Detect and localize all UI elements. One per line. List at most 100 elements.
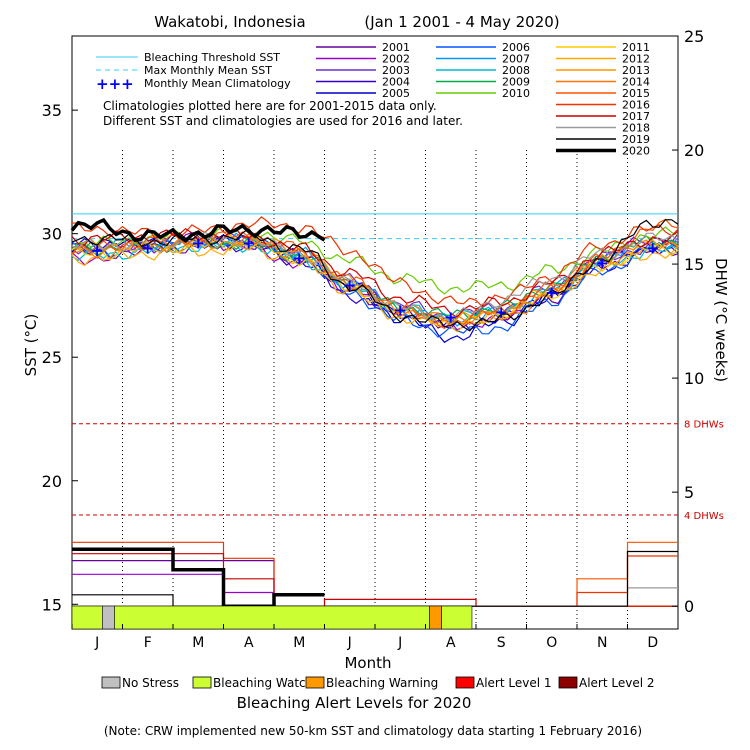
y-axis-left-title: SST (°C): [22, 314, 40, 377]
alert-legend-label: Bleaching Warning: [326, 676, 438, 690]
legend-climatology-label: Monthly Mean Climatology: [144, 77, 291, 90]
climatology-note-1: Climatologies plotted here are for 2001-…: [103, 99, 437, 113]
x-tick-label: A: [244, 635, 254, 651]
reference-legend: Bleaching Threshold SST Max Monthly Mean…: [96, 51, 291, 93]
year-legend-label-2001: 2001: [382, 41, 410, 54]
year-legend-label-2019: 2019: [622, 133, 650, 146]
dhw-threshold-label: 8 DHWs: [684, 420, 724, 431]
dhw-threshold-label: 4 DHWs: [684, 511, 724, 522]
y-left-tick-label: 30: [42, 225, 62, 244]
year-legend-label-2003: 2003: [382, 64, 410, 77]
climatology-marker: +: [141, 238, 154, 257]
x-tick-label: S: [497, 635, 506, 651]
alert-band: [71, 605, 473, 630]
x-tick-label: A: [446, 635, 456, 651]
sst-line-2020: [70, 217, 326, 244]
climatology-marker: +: [242, 234, 255, 253]
chart-title: Wakatobi, Indonesia: [154, 13, 306, 31]
sst-line-2018: [71, 231, 679, 322]
year-legend-label-2011: 2011: [622, 41, 650, 54]
alert-band-segment: [114, 605, 430, 630]
climatology-marker: +: [444, 308, 457, 327]
year-legend-label-2007: 2007: [502, 53, 530, 66]
alert-band-segment: [429, 605, 442, 630]
climatology-marker: +: [343, 276, 356, 295]
legend-threshold-label: Bleaching Threshold SST: [144, 51, 280, 64]
y-right-tick-label: 5: [684, 483, 694, 502]
alert-legend-swatch: [305, 676, 325, 689]
climatology-marker: +: [91, 241, 104, 260]
year-legend-label-2004: 2004: [382, 76, 410, 89]
year-legend-label-2006: 2006: [502, 41, 530, 54]
x-tick-label: J: [347, 635, 352, 651]
y-left-tick-label: 25: [42, 348, 62, 367]
year-legend-label-2014: 2014: [622, 76, 650, 89]
axes: 15 20 25 30 35 0 5 10 15 20 25 J F M A M J J A S O N D: [42, 27, 705, 651]
year-legend-label-2012: 2012: [622, 53, 650, 66]
x-tick-label: J: [94, 635, 99, 651]
climatology-marker: +: [394, 300, 407, 319]
climatology-marker: +: [293, 248, 306, 267]
y-right-tick-label: 0: [684, 597, 694, 616]
chart-date-range: (Jan 1 2001 - 4 May 2020): [364, 13, 559, 31]
y-axis-right-title: DHW (°C weeks): [712, 258, 730, 382]
x-tick-label: F: [144, 635, 152, 651]
y-right-tick-label: 15: [684, 255, 704, 274]
legend-climatology-swatch: +++: [96, 75, 134, 93]
year-legend-label-2005: 2005: [382, 87, 410, 100]
x-tick-label: M: [293, 635, 305, 651]
y-left-tick-label: 15: [42, 595, 62, 614]
dhw-line-2020: [72, 547, 325, 608]
month-gridlines: [122, 150, 628, 629]
alert-legend-swatch: [558, 676, 578, 689]
alert-legend-label: Alert Level 2: [579, 676, 655, 690]
year-legend-label-2020: 2020: [622, 145, 650, 158]
climatology-marker: +: [646, 238, 659, 257]
year-legend-label-2015: 2015: [622, 87, 650, 100]
alert-legend-swatch: [192, 676, 212, 689]
climatology-marker: +: [192, 234, 205, 253]
sst-series: [70, 216, 679, 344]
sst-line-2019: [71, 219, 679, 332]
year-legend-label-2013: 2013: [622, 64, 650, 77]
alert-legend-label: No Stress: [122, 676, 179, 690]
climatology-marker: +: [495, 303, 508, 322]
year-legend-label-2010: 2010: [502, 87, 530, 100]
reference-lines: 4 DHWs 8 DHWs: [72, 213, 724, 522]
climatology-marker: +: [545, 283, 558, 302]
year-legend-label-2017: 2017: [622, 110, 650, 123]
alert-band-segment: [102, 605, 115, 630]
x-tick-label: N: [597, 635, 607, 651]
footnote: (Note: CRW implemented new 50-km SST and…: [104, 724, 642, 738]
alert-legend-label: Bleaching Watch: [213, 676, 313, 690]
y-left-tick-label: 20: [42, 472, 62, 491]
sst-line-2017: [71, 227, 679, 318]
y-left-tick-label: 35: [42, 101, 62, 120]
year-legend-label-2008: 2008: [502, 64, 530, 77]
year-legend-label-2018: 2018: [622, 122, 650, 135]
legend-mmm-label: Max Monthly Mean SST: [144, 64, 272, 77]
year-legend-label-2016: 2016: [622, 99, 650, 112]
climatology-markers: + + + + + + + + + + + +: [91, 234, 660, 327]
year-legend-label-2002: 2002: [382, 53, 410, 66]
alert-legend-title: Bleaching Alert Levels for 2020: [237, 694, 472, 712]
alert-legend-swatch: [101, 676, 121, 689]
x-tick-label: D: [647, 635, 658, 651]
climatology-note-2: Different SST and climatologies are used…: [103, 114, 463, 128]
alert-band-segment: [71, 605, 103, 630]
alert-legend-swatch: [455, 676, 475, 689]
alert-legend-label: Alert Level 1: [476, 676, 552, 690]
alert-legend: No Stress Bleaching Watch Bleaching Warnin…: [101, 676, 655, 690]
y-right-tick-label: 10: [684, 369, 704, 388]
x-tick-label: M: [192, 635, 204, 651]
year-legend-label-2009: 2009: [502, 76, 530, 89]
climatology-marker: +: [596, 253, 609, 272]
alert-band-segment: [441, 605, 473, 630]
x-tick-label: O: [546, 635, 557, 651]
x-axis-title: Month: [344, 654, 391, 672]
y-right-tick-label: 25: [684, 27, 704, 46]
x-tick-label: J: [397, 635, 402, 651]
y-right-tick-label: 20: [684, 141, 704, 160]
